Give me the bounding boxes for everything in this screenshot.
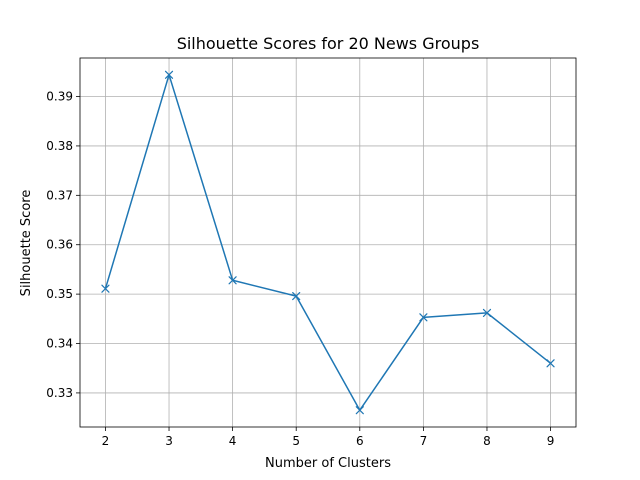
x-tick-label: 8 [483,434,491,448]
chart-title: Silhouette Scores for 20 News Groups [177,34,480,53]
x-axis-label: Number of Clusters [265,456,391,471]
x-tick-label: 9 [547,434,555,448]
y-tick-label: 0.37 [46,188,73,202]
x-tick-label: 6 [356,434,364,448]
y-tick-label: 0.34 [46,337,73,351]
data-point-marker [164,70,174,79]
axes-frame [79,57,577,428]
data-point-marker [101,284,110,293]
data-point-marker [228,276,237,285]
x-tick-label: 2 [102,434,110,448]
x-tick-label: 4 [229,434,237,448]
data-point-marker [546,359,555,368]
series-layer [101,70,555,415]
grid [80,58,576,427]
ticks: 2 3 4 5 6 7 8 9 0.33 0.34 0.35 0.36 0.37 0.38 0.39 [46,90,554,448]
series-line [104,74,552,411]
x-tick-label: 7 [420,434,428,448]
y-axis-label: Silhouette Score [19,190,34,297]
y-tick-label: 0.36 [46,238,73,252]
y-tick-label: 0.35 [46,287,73,301]
y-tick-label: 0.39 [46,90,73,104]
data-point-marker [292,291,301,301]
y-tick-label: 0.33 [46,386,73,400]
data-point-marker [419,313,428,322]
x-tick-label: 3 [165,434,173,448]
data-point-marker [355,406,364,415]
y-tick-label: 0.38 [46,139,73,153]
data-point-marker [482,308,492,317]
x-tick-label: 5 [292,434,300,448]
